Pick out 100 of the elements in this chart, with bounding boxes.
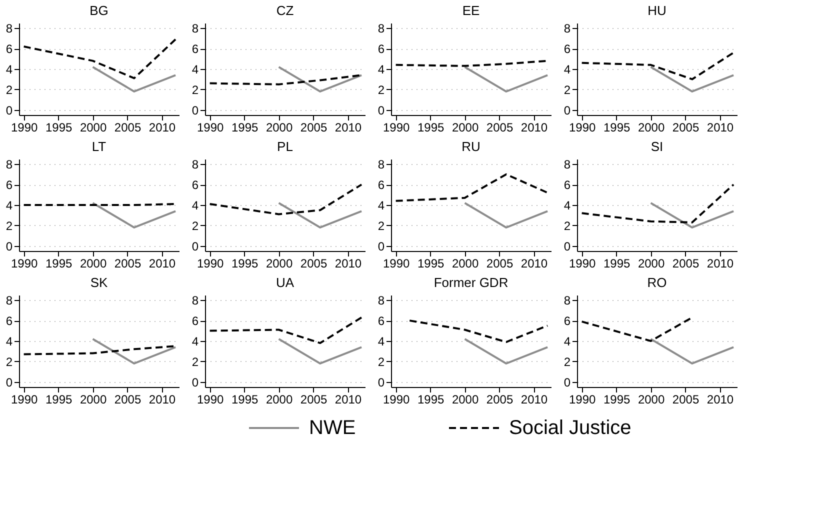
y-tick-label: 0 <box>564 103 571 118</box>
x-tick-label: 2010 <box>334 392 362 406</box>
x-tick-label: 2010 <box>706 120 734 134</box>
x-tick-label: 2000 <box>80 256 107 270</box>
y-tick-label: 6 <box>6 42 13 56</box>
x-tick-label: 2000 <box>266 392 293 406</box>
x-tick-label: 1990 <box>568 120 596 134</box>
x-tick-label: 2010 <box>148 392 176 406</box>
chart-title: EE <box>462 3 480 18</box>
y-tick-label: 4 <box>378 198 385 212</box>
x-tick-label: 2005 <box>672 120 700 134</box>
x-tick-label: 1995 <box>417 120 444 134</box>
line-series <box>208 184 363 216</box>
chart-title: LT <box>92 139 106 154</box>
x-tick-label: 1995 <box>231 120 258 134</box>
line-series <box>22 38 177 80</box>
x-tick-label: 2010 <box>520 392 548 406</box>
x-tick-label: 1990 <box>196 392 224 406</box>
y-tick-label: 0 <box>6 239 13 254</box>
y-tick-label: 6 <box>378 42 385 56</box>
y-tick-label: 2 <box>192 354 199 369</box>
y-tick-label: 8 <box>378 22 385 36</box>
y-tick-label: 4 <box>192 334 199 348</box>
y-tick-label: 0 <box>6 375 13 390</box>
y-tick-label: 4 <box>6 198 13 212</box>
x-tick-label: 1990 <box>382 392 410 406</box>
chart-title: SI <box>650 139 664 154</box>
x-tick-label: 1995 <box>45 256 72 270</box>
legend-label: NWE <box>309 417 356 439</box>
y-tick-label: 8 <box>564 294 571 308</box>
x-tick-label: 2005 <box>114 256 142 270</box>
y-tick-label: 6 <box>564 42 571 56</box>
y-tick-label: 0 <box>192 103 199 118</box>
x-tick-label: 1995 <box>417 392 444 406</box>
y-tick-label: 6 <box>378 178 385 192</box>
y-tick-label: 2 <box>6 218 13 233</box>
x-tick-label: 2000 <box>638 392 665 406</box>
y-tick-label: 6 <box>192 178 199 192</box>
chart-title: RU <box>462 139 480 154</box>
x-tick-label: 2000 <box>80 120 107 134</box>
line-series <box>208 316 363 344</box>
x-tick-label: 1995 <box>45 392 72 406</box>
y-tick-label: 8 <box>378 294 385 308</box>
x-tick-label: 1990 <box>196 120 224 134</box>
x-tick-label: 2005 <box>486 392 514 406</box>
y-tick-label: 0 <box>192 239 199 254</box>
x-tick-label: 2010 <box>706 256 734 270</box>
x-tick-label: 2000 <box>452 392 479 406</box>
y-tick-label: 0 <box>564 239 571 254</box>
y-tick-label: 0 <box>378 239 385 254</box>
x-tick-label: 2005 <box>300 392 328 406</box>
y-tick-label: 0 <box>192 375 199 390</box>
x-tick-label: 1995 <box>231 392 258 406</box>
x-tick-label: 1990 <box>382 120 410 134</box>
x-tick-label: 1995 <box>417 256 444 270</box>
chart-title: SK <box>90 275 108 290</box>
line-series <box>580 52 735 80</box>
x-tick-label: 1990 <box>10 120 38 134</box>
y-tick-label: 4 <box>378 334 385 348</box>
y-tick-label: 4 <box>564 62 571 76</box>
x-tick-label: 1990 <box>196 256 224 270</box>
y-tick-label: 8 <box>564 22 571 36</box>
x-tick-label: 1990 <box>10 256 38 270</box>
y-tick-label: 4 <box>6 334 13 348</box>
y-tick-label: 2 <box>378 354 385 369</box>
y-tick-label: 8 <box>6 158 13 172</box>
y-tick-label: 2 <box>6 354 13 369</box>
y-tick-label: 8 <box>6 294 13 308</box>
y-tick-label: 2 <box>564 82 571 97</box>
chart-title: UA <box>276 275 294 290</box>
x-tick-label: 2005 <box>672 392 700 406</box>
y-tick-label: 8 <box>564 158 571 172</box>
x-tick-label: 2000 <box>638 256 665 270</box>
y-tick-label: 2 <box>378 218 385 233</box>
y-tick-label: 2 <box>564 354 571 369</box>
legend-label: Social Justice <box>509 417 632 439</box>
x-tick-label: 2005 <box>300 256 328 270</box>
y-tick-label: 4 <box>6 62 13 76</box>
chart-title: BG <box>90 3 108 18</box>
x-tick-label: 1990 <box>568 392 596 406</box>
x-tick-label: 2010 <box>148 256 176 270</box>
x-tick-label: 2000 <box>266 120 293 134</box>
y-tick-label: 0 <box>378 103 385 118</box>
chart-title: CZ <box>276 3 294 18</box>
chart-title: PL <box>277 139 293 154</box>
x-tick-label: 2005 <box>114 392 142 406</box>
y-tick-label: 8 <box>378 158 385 172</box>
x-tick-label: 2000 <box>452 256 479 270</box>
y-tick-label: 4 <box>192 62 199 76</box>
x-tick-label: 2005 <box>486 256 514 270</box>
x-tick-label: 2000 <box>638 120 665 134</box>
y-tick-label: 6 <box>564 178 571 192</box>
y-tick-label: 4 <box>192 198 199 212</box>
y-tick-label: 4 <box>378 62 385 76</box>
x-tick-label: 1990 <box>10 392 38 406</box>
y-tick-label: 6 <box>378 314 385 328</box>
x-tick-label: 2010 <box>334 120 362 134</box>
y-tick-label: 2 <box>192 82 199 97</box>
x-tick-label: 1995 <box>603 256 630 270</box>
y-tick-label: 0 <box>564 375 571 390</box>
